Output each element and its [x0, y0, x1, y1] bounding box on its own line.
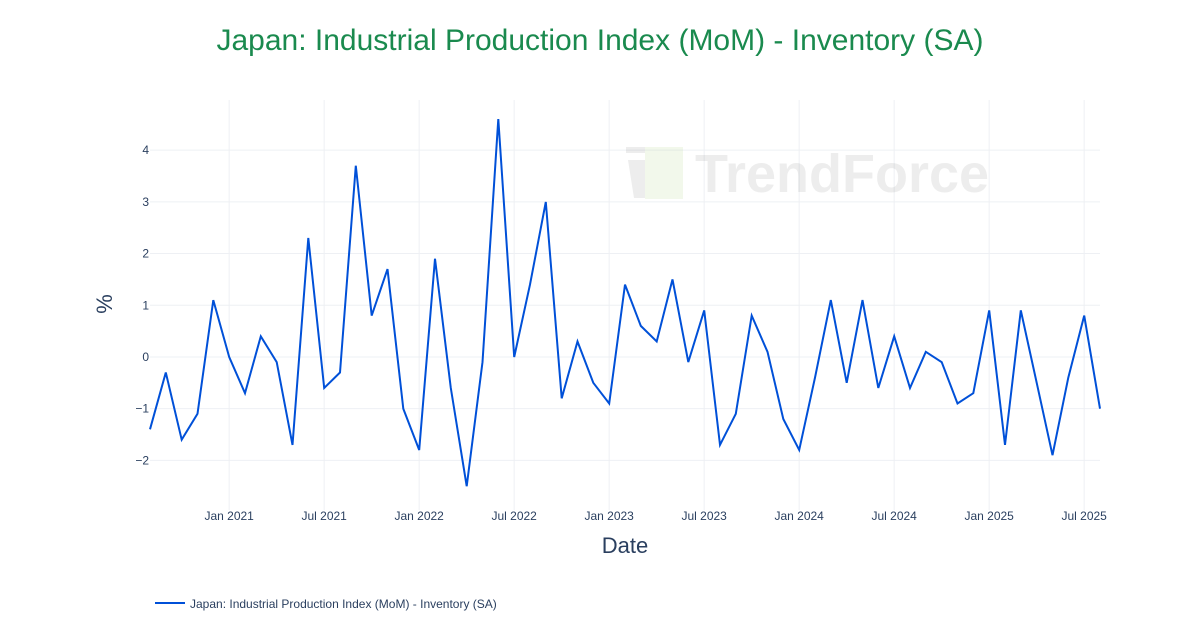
- y-tick-label: 2: [142, 247, 149, 261]
- x-tick-label: Jul 2025: [1061, 509, 1107, 523]
- y-tick-label: 0: [142, 350, 149, 364]
- chart-title: Japan: Industrial Production Index (MoM)…: [217, 24, 984, 57]
- legend: Japan: Industrial Production Index (MoM)…: [155, 597, 497, 611]
- x-tick-label: Jan 2022: [394, 509, 444, 523]
- y-axis: 4 3 2 1 0 −2 −1: [135, 143, 149, 467]
- x-axis: Jan 2021 Jul 2021 Jan 2022 Jul 2022 Jan 2023…: [204, 509, 1107, 523]
- x-tick-label: Jul 2021: [301, 509, 347, 523]
- x-tick-label: Jan 2025: [964, 509, 1014, 523]
- x-tick-label: Jan 2023: [584, 509, 634, 523]
- y-tick-label: 1: [142, 298, 149, 312]
- x-tick-label: Jan 2021: [204, 509, 254, 523]
- grid: [150, 100, 1100, 510]
- series-line: [149, 119, 1101, 487]
- svg-text:TrendForce: TrendForce: [695, 144, 989, 204]
- y-axis-label: %: [92, 294, 117, 314]
- y-tick-label: 3: [142, 195, 149, 209]
- legend-label: Japan: Industrial Production Index (MoM)…: [190, 597, 497, 611]
- x-tick-label: Jul 2024: [871, 509, 917, 523]
- x-tick-label: Jul 2023: [681, 509, 727, 523]
- x-axis-label: Date: [602, 533, 648, 558]
- y-tick-label: −1: [135, 402, 149, 416]
- x-tick-label: Jul 2022: [491, 509, 537, 523]
- y-tick-label: −2: [135, 453, 149, 467]
- x-tick-label: Jan 2024: [774, 509, 824, 523]
- watermark-logo: TrendForce: [626, 144, 989, 204]
- y-tick-label: 4: [142, 143, 149, 157]
